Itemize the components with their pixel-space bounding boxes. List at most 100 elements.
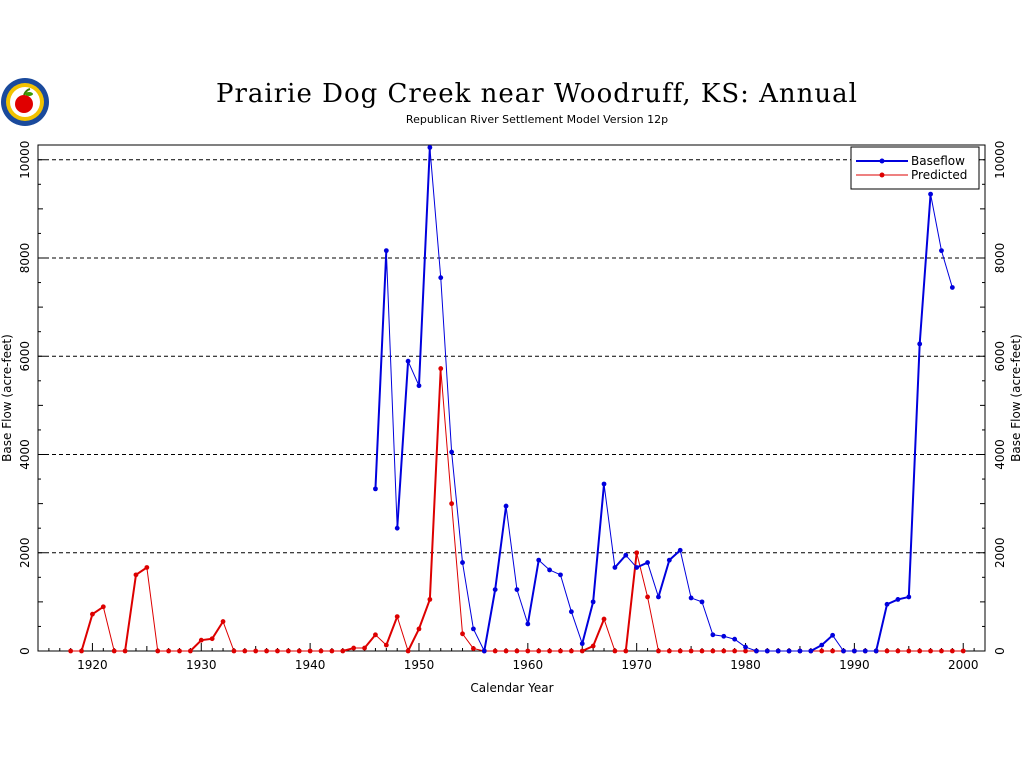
series-segment xyxy=(538,559,551,571)
data-point xyxy=(884,648,890,654)
data-point xyxy=(460,631,465,637)
series-segment xyxy=(505,505,518,591)
data-point xyxy=(590,599,596,605)
series-segment xyxy=(451,503,464,635)
data-point xyxy=(144,565,150,570)
series-segment xyxy=(374,249,388,490)
data-point xyxy=(471,626,476,632)
series-segment xyxy=(657,559,671,598)
series-segment xyxy=(820,634,834,647)
data-point xyxy=(471,646,476,651)
data-point xyxy=(601,616,607,622)
data-point xyxy=(383,248,389,254)
data-point xyxy=(634,565,640,570)
series-segment xyxy=(396,616,409,652)
series-segment xyxy=(102,606,115,652)
data-point xyxy=(405,648,411,654)
series-segment xyxy=(80,613,94,652)
series-segment xyxy=(679,549,692,599)
legend-box xyxy=(850,146,980,190)
data-point xyxy=(405,358,411,364)
data-point xyxy=(68,648,74,654)
data-point xyxy=(558,572,563,578)
data-point xyxy=(579,641,585,647)
series-segment xyxy=(374,634,387,646)
data-point xyxy=(645,560,650,565)
series-segment xyxy=(417,146,431,387)
y-tick-label-right: 2000 xyxy=(993,537,1007,568)
data-point xyxy=(949,285,955,290)
data-point xyxy=(100,604,106,610)
data-point xyxy=(699,599,705,605)
data-point xyxy=(111,648,117,654)
series-segment xyxy=(930,193,942,252)
y-axis-left: 0 2000 4000 6000 8000 10000 xyxy=(18,141,45,655)
data-point xyxy=(732,648,738,654)
y-axis-label-right: Base Flow (acre-feet) xyxy=(1009,334,1023,462)
data-point xyxy=(503,503,509,509)
series-segment xyxy=(440,277,453,453)
data-point xyxy=(721,648,727,654)
data-point xyxy=(884,601,890,607)
data-point xyxy=(416,626,422,632)
series-segment xyxy=(385,615,399,647)
y-tick-label-right: 0 xyxy=(993,647,1007,655)
data-point xyxy=(264,648,269,654)
data-point xyxy=(198,637,204,643)
data-point xyxy=(547,567,552,573)
data-point xyxy=(427,597,433,602)
series-segment xyxy=(647,596,659,652)
y-tick-label-right: 6000 xyxy=(993,341,1007,372)
y-tick-label-left: 10000 xyxy=(18,141,32,179)
data-point xyxy=(416,383,422,389)
data-point xyxy=(819,642,825,648)
legend: Baseflow Predicted xyxy=(850,146,980,190)
series-segment xyxy=(222,621,235,652)
data-point xyxy=(939,648,944,654)
series-segment xyxy=(483,588,497,652)
data-point xyxy=(666,648,672,654)
data-point xyxy=(187,648,193,654)
data-point xyxy=(601,481,607,487)
data-point xyxy=(612,565,618,570)
data-point xyxy=(764,648,770,654)
x-tick-label: 1960 xyxy=(513,658,544,672)
data-point xyxy=(579,648,585,654)
data-point xyxy=(373,632,378,638)
data-point xyxy=(90,611,95,617)
data-point xyxy=(438,275,444,281)
legend-predicted-marker xyxy=(879,172,885,178)
x-tick-label: 2000 xyxy=(948,658,979,672)
data-point xyxy=(645,594,650,600)
data-point xyxy=(830,632,836,638)
x-tick-label: 1970 xyxy=(621,658,652,672)
data-point xyxy=(688,595,694,601)
series-segment xyxy=(440,368,453,505)
data-point xyxy=(960,648,966,654)
series-segment xyxy=(918,193,932,345)
x-tick-label: 1920 xyxy=(77,658,108,672)
x-axis-label: Calendar Year xyxy=(470,681,553,695)
data-point xyxy=(351,645,357,651)
series-segment xyxy=(559,574,572,613)
data-point xyxy=(590,643,596,649)
x-tick-label: 1940 xyxy=(295,658,326,672)
series-segment xyxy=(429,146,442,279)
y-tick-label-left: 2000 xyxy=(18,537,32,568)
data-point xyxy=(568,648,574,654)
data-point xyxy=(536,648,542,654)
series-segment xyxy=(625,554,638,568)
data-point xyxy=(253,648,259,654)
y-tick-label-left: 0 xyxy=(18,647,32,655)
data-point xyxy=(830,648,836,654)
series-segment xyxy=(647,562,659,598)
series-segment xyxy=(592,618,606,648)
data-point xyxy=(873,648,879,654)
data-point xyxy=(906,648,912,654)
series-segment xyxy=(907,342,921,598)
series-segment xyxy=(407,360,420,387)
series-segment xyxy=(592,482,606,603)
plot-frame xyxy=(37,144,986,652)
data-point xyxy=(362,645,367,651)
data-point xyxy=(743,644,748,650)
